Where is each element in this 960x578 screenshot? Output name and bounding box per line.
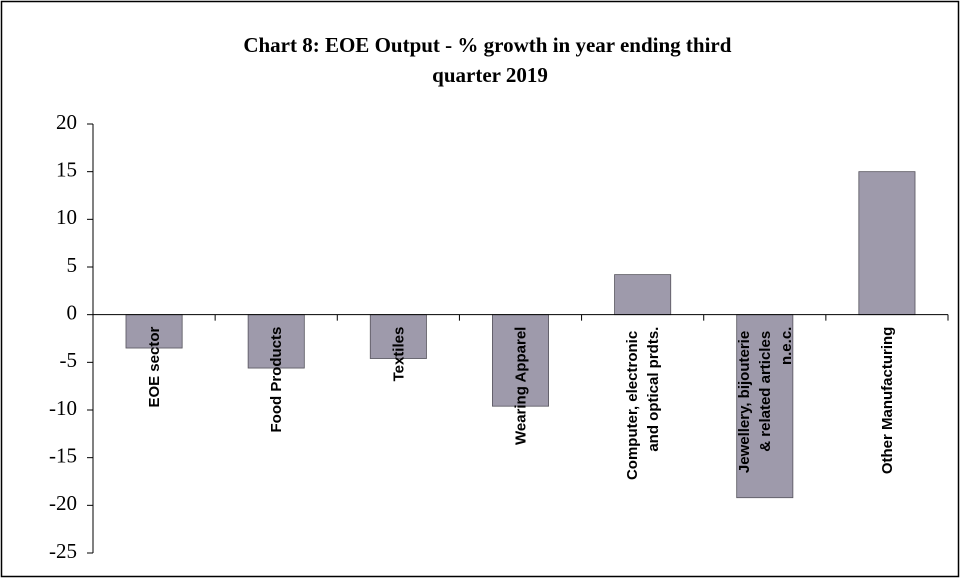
x-tick-label: Textiles bbox=[390, 327, 407, 382]
x-tick-label: Wearing Apparel bbox=[513, 327, 530, 445]
bar bbox=[247, 314, 305, 369]
y-tick-label: -10 bbox=[49, 396, 77, 420]
text-line: Jewellery, bijouterie bbox=[736, 327, 753, 473]
x-tick-label: Other Manufacturing bbox=[879, 327, 896, 475]
y-tick-label: 0 bbox=[67, 300, 78, 324]
y-tick-label: -15 bbox=[49, 443, 77, 467]
bar bbox=[736, 314, 794, 499]
text-line: Textiles bbox=[390, 327, 407, 382]
y-tick-label: -25 bbox=[49, 539, 77, 563]
text-line: Food Products bbox=[268, 327, 285, 433]
y-tick-label: 15 bbox=[56, 157, 77, 181]
x-tick-label: Jewellery, bijouterie & related articles… bbox=[736, 327, 795, 473]
text-line: and optical prdts. bbox=[645, 327, 662, 452]
chart-title: Chart 8: EOE Output - % growth in year e… bbox=[243, 33, 736, 87]
bar bbox=[858, 171, 916, 316]
text-line: Other Manufacturing bbox=[879, 327, 896, 475]
y-tick-label: 20 bbox=[56, 110, 77, 134]
x-tick-label: EOE sector bbox=[146, 327, 163, 408]
y-tick-label: -5 bbox=[60, 348, 78, 372]
text-line: & related articles bbox=[757, 327, 774, 452]
bar bbox=[125, 314, 183, 349]
text-line: n.e.c. bbox=[778, 327, 795, 365]
x-tick-label: Computer, electronic and optical prdts. bbox=[624, 327, 662, 480]
y-tick-label: 5 bbox=[67, 253, 78, 277]
y-tick-label: -20 bbox=[49, 491, 77, 515]
y-tick-label: 10 bbox=[56, 205, 77, 229]
text-line: Computer, electronic bbox=[624, 327, 641, 480]
text-line: Chart 8: EOE Output - % growth in year e… bbox=[243, 33, 736, 57]
bar bbox=[369, 314, 427, 359]
bar bbox=[614, 274, 672, 316]
text-line: Wearing Apparel bbox=[513, 327, 530, 445]
text-line: quarter 2019 bbox=[432, 63, 548, 87]
bar bbox=[492, 314, 549, 407]
x-tick-label: Food Products bbox=[268, 327, 285, 433]
text-line: EOE sector bbox=[146, 327, 163, 408]
